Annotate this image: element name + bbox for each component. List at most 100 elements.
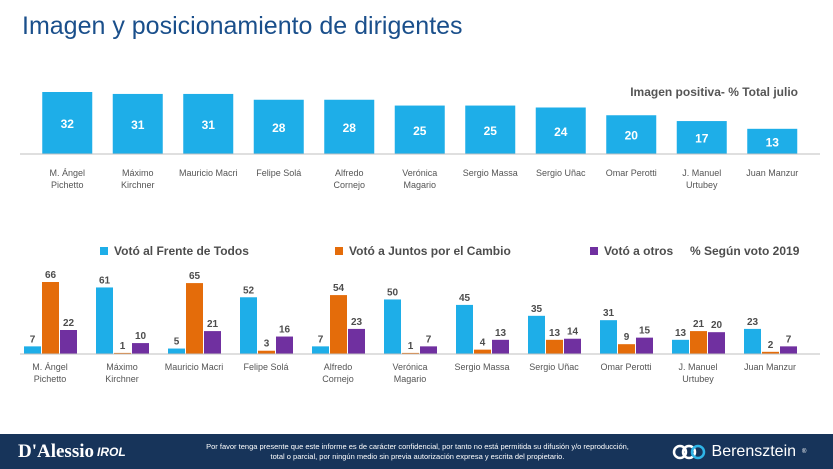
bar-1	[112, 93, 163, 154]
bar-s0-4	[312, 346, 329, 354]
bar-value-s0-7: 35	[531, 304, 543, 315]
bar-value-s0-2: 5	[174, 337, 180, 348]
category-label2-0: M. Ángel Pichetto	[32, 362, 68, 384]
chart-vote-2019: 7 66 22 M. Ángel Pichetto 61 1 10 Máximo Kirchner…	[20, 270, 820, 384]
registered-mark: ®	[802, 448, 807, 455]
bar-value-s0-1: 61	[99, 275, 111, 286]
category-label-10: Juan Manzur	[746, 168, 798, 178]
bar-value-s2-9: 20	[711, 320, 723, 331]
bar-8	[606, 115, 657, 154]
bar-value-s2-2: 21	[207, 319, 219, 330]
bar-s1-2	[186, 283, 203, 354]
category-label-4: Alfredo Cornejo	[333, 168, 365, 190]
bar-s1-10	[762, 351, 779, 354]
bar-s2-6	[492, 339, 509, 354]
bar-value-s0-0: 7	[30, 334, 36, 345]
bar-value-s2-5: 7	[426, 334, 432, 345]
bar-7	[535, 107, 586, 154]
legend-item-juntos: Votó a Juntos por el Cambio	[335, 244, 511, 258]
legend-item-otros: Votó a otros	[590, 244, 673, 258]
bar-value-3: 28	[272, 121, 286, 135]
category-label2-8: Omar Perotti	[600, 362, 651, 372]
brand-berensztein: Berensztein	[711, 442, 797, 460]
category-label-1: Máximo Kirchner	[121, 168, 155, 190]
bar-value-4: 28	[343, 121, 357, 135]
berensztein-logo-icon	[672, 444, 705, 459]
category-label2-5: Verónica Magario	[392, 362, 427, 384]
footer-notice: Por favor tenga presente que este inform…	[190, 434, 645, 469]
category-label-6: Sergio Massa	[463, 168, 518, 178]
bar-s1-7	[546, 339, 563, 354]
bar-s1-3	[258, 350, 275, 354]
chart-image-positive: 32 M. Ángel Pichetto 31 Máximo Kirchner 31 Maur…	[20, 92, 820, 190]
bar-value-s0-4: 7	[318, 334, 324, 345]
footer-right-brand: Berensztein ®	[645, 434, 833, 469]
category-label2-9: J. Manuel Urtubey	[678, 362, 717, 384]
bar-value-9: 17	[695, 132, 709, 146]
bar-value-s1-4: 54	[333, 283, 345, 294]
bar-s2-3	[276, 336, 293, 354]
bar-value-1: 31	[131, 118, 145, 132]
category-label-2: Mauricio Macri	[179, 168, 238, 178]
bar-s2-8	[636, 337, 653, 354]
legend-label-otros: Votó a otros	[604, 244, 674, 258]
bar-value-s0-5: 50	[387, 287, 399, 298]
bar-value-s1-1: 1	[120, 341, 126, 352]
bar-value-s2-1: 10	[135, 331, 147, 342]
category-label-7: Sergio Uñac	[536, 168, 586, 178]
bar-s1-6	[474, 349, 491, 354]
bar-value-s0-8: 31	[603, 308, 615, 319]
bar-value-s0-6: 45	[459, 293, 471, 304]
category-label2-1: Máximo Kirchner	[105, 362, 139, 384]
bar-5	[394, 105, 445, 154]
bar-s2-4	[348, 328, 365, 354]
category-label2-6: Sergio Massa	[454, 362, 509, 372]
category-label2-10: Juan Manzur	[744, 362, 796, 372]
bar-value-s1-10: 2	[768, 340, 774, 351]
bar-s2-10	[780, 346, 797, 354]
bar-s1-8	[618, 344, 635, 354]
bar-value-s1-0: 66	[45, 270, 57, 281]
bar-s2-1	[132, 343, 149, 354]
bar-value-7: 24	[554, 125, 568, 139]
category-label-5: Verónica Magario	[402, 168, 437, 190]
bar-s2-0	[60, 330, 77, 354]
bar-value-s2-7: 14	[567, 327, 579, 338]
bar-value-s1-2: 65	[189, 271, 201, 282]
bar-value-10: 13	[766, 135, 780, 149]
legend-label-frente: Votó al Frente de Todos	[114, 244, 249, 258]
bar-value-s0-9: 13	[675, 328, 687, 339]
bar-s0-1	[96, 287, 113, 354]
bar-value-s2-4: 23	[351, 317, 363, 328]
footer-left-brand: D'Alessio IROL	[0, 434, 190, 469]
bar-value-s1-5: 1	[408, 341, 414, 352]
bar-value-s1-6: 4	[480, 338, 486, 349]
bar-value-s2-10: 7	[786, 334, 792, 345]
bar-4	[324, 99, 375, 154]
bar-value-s1-3: 3	[264, 339, 270, 350]
bar-2	[183, 93, 234, 154]
bar-s2-9	[708, 332, 725, 354]
bar-s0-3	[240, 297, 257, 354]
category-label-3: Felipe Solá	[256, 168, 301, 178]
bar-s0-5	[384, 299, 401, 354]
footer: D'Alessio IROL Por favor tenga presente …	[0, 434, 833, 469]
bar-value-s1-7: 13	[549, 328, 561, 339]
bar-value-s2-6: 13	[495, 328, 507, 339]
bar-value-0: 32	[61, 117, 75, 131]
bar-s0-8	[600, 320, 617, 354]
chart1-note: Imagen positiva- % Total julio	[630, 85, 798, 99]
legend-swatch-blue	[100, 247, 108, 255]
legend-item-frente: Votó al Frente de Todos	[100, 244, 249, 258]
bar-0	[42, 92, 93, 154]
bar-10	[747, 128, 798, 154]
category-label2-2: Mauricio Macri	[165, 362, 224, 372]
category-label2-7: Sergio Uñac	[529, 362, 579, 372]
bar-9	[676, 121, 727, 154]
bar-value-s0-3: 52	[243, 285, 255, 296]
bar-value-2: 31	[202, 118, 216, 132]
bar-s2-7	[564, 338, 581, 354]
bar-s0-9	[672, 339, 689, 354]
bar-value-s1-9: 21	[693, 319, 705, 330]
category-label-0: M. Ángel Pichetto	[49, 168, 85, 190]
